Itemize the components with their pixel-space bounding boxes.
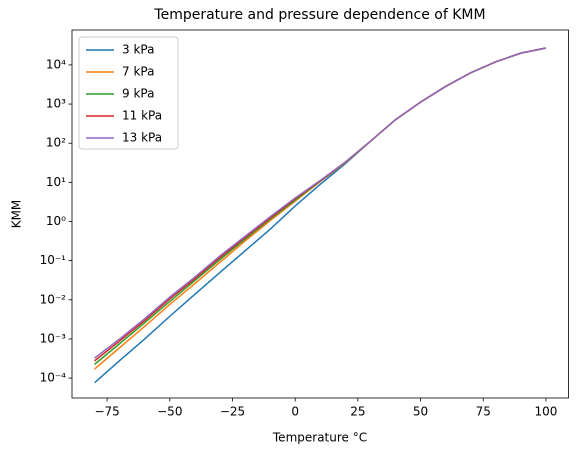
legend-label: 13 kPa	[122, 131, 162, 145]
x-tick-label: 50	[413, 405, 428, 419]
legend-label: 11 kPa	[122, 109, 162, 123]
y-tick-label: 10⁻²	[40, 292, 67, 306]
x-tick-label: 100	[534, 405, 557, 419]
y-axis-label: KMM	[10, 200, 24, 229]
legend-label: 3 kPa	[122, 43, 154, 57]
y-tick-label: 10⁰	[46, 214, 66, 228]
legend-box	[78, 36, 179, 150]
y-tick-label: 10²	[46, 136, 66, 150]
y-tick-label: 10¹	[46, 175, 66, 189]
chart-title: Temperature and pressure dependence of K…	[153, 7, 485, 23]
x-tick-label: 75	[476, 405, 491, 419]
series-line	[94, 47, 547, 359]
x-tick-label: −25	[220, 405, 245, 419]
legend-label: 9 kPa	[122, 87, 154, 101]
y-tick-label: 10⁻³	[40, 331, 67, 345]
x-axis-label: Temperature °C	[272, 431, 367, 445]
legend-label: 7 kPa	[122, 65, 154, 79]
x-tick-label: 25	[350, 405, 365, 419]
plot-frame	[71, 29, 569, 399]
x-tick-label: −50	[157, 405, 182, 419]
y-tick-label: 10³	[46, 97, 66, 111]
y-tick-label: 10⁻¹	[40, 253, 67, 267]
y-tick-label: 10⁻⁴	[40, 371, 67, 385]
x-tick-label: −75	[94, 405, 119, 419]
y-tick-label: 10⁴	[46, 57, 66, 71]
x-tick-label: 0	[291, 405, 299, 419]
